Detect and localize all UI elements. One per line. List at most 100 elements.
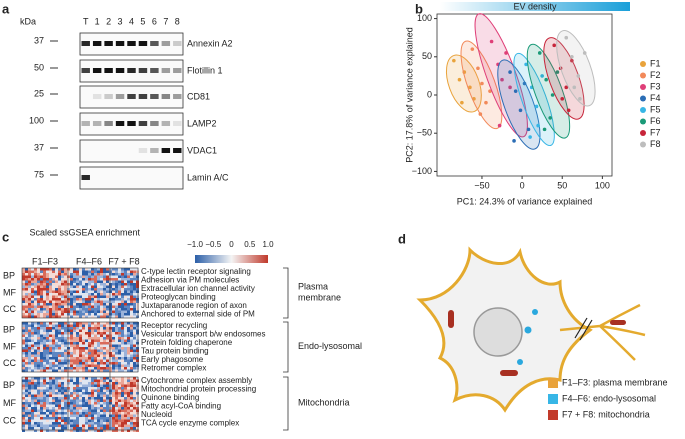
heat-cell xyxy=(43,427,46,430)
heat-cell xyxy=(37,417,40,420)
heat-cell xyxy=(64,359,67,362)
colorbar xyxy=(195,255,268,263)
heat-cell xyxy=(25,334,28,337)
heat-cell xyxy=(58,379,61,382)
heat-cell xyxy=(61,399,64,402)
heat-cell xyxy=(64,364,67,367)
heat-cell xyxy=(91,407,94,410)
heat-cell xyxy=(100,379,103,382)
heat-cell xyxy=(34,290,37,293)
heat-cell xyxy=(124,402,127,405)
heat-cell xyxy=(118,352,121,355)
heat-cell xyxy=(85,329,88,332)
heat-cell xyxy=(115,295,118,298)
heat-cell xyxy=(64,377,67,380)
heat-cell xyxy=(133,308,136,311)
heat-cell xyxy=(28,384,31,387)
heat-cell xyxy=(46,332,49,335)
heat-cell xyxy=(91,295,94,298)
heat-cell xyxy=(124,387,127,390)
heat-cell xyxy=(64,407,67,410)
heat-cell xyxy=(28,402,31,405)
heat-cell xyxy=(64,337,67,340)
heat-cell xyxy=(49,399,52,402)
heat-cell xyxy=(121,305,124,308)
colorbar-label: 1.0 xyxy=(262,240,274,249)
heat-cell xyxy=(61,367,64,370)
heat-cell xyxy=(43,275,46,278)
heat-cell xyxy=(61,424,64,427)
heat-cell xyxy=(34,349,37,352)
heat-cell xyxy=(49,427,52,430)
heat-cell xyxy=(64,303,67,306)
heat-cell xyxy=(46,382,49,385)
heat-cell xyxy=(31,270,34,273)
heat-cell xyxy=(76,359,79,362)
kda-label: kDa xyxy=(20,16,36,26)
heat-cell xyxy=(100,352,103,355)
heat-cell xyxy=(67,303,70,306)
heat-cell xyxy=(46,402,49,405)
heat-cell xyxy=(73,359,76,362)
heat-cell xyxy=(22,377,25,380)
heat-cell xyxy=(82,364,85,367)
heat-cell xyxy=(124,342,127,345)
heat-cell xyxy=(64,392,67,395)
heat-cell xyxy=(22,339,25,342)
heat-cell xyxy=(73,337,76,340)
heat-cell xyxy=(133,354,136,357)
heat-cell xyxy=(31,337,34,340)
heat-cell xyxy=(121,334,124,337)
heat-cell xyxy=(28,354,31,357)
heat-cell xyxy=(67,382,70,385)
heat-cell xyxy=(133,427,136,430)
heat-cell xyxy=(118,327,121,330)
group-label: Plasma membrane xyxy=(298,282,341,303)
heat-cell xyxy=(88,324,91,327)
heat-cell xyxy=(106,379,109,382)
point xyxy=(555,70,560,74)
heat-cell xyxy=(52,293,55,296)
heat-cell xyxy=(88,273,91,276)
heat-cell xyxy=(40,327,43,330)
heat-cell xyxy=(136,270,139,273)
heat-cell xyxy=(109,352,112,355)
heat-cell xyxy=(91,344,94,347)
heat-cell xyxy=(52,283,55,286)
heat-cell xyxy=(28,327,31,330)
heat-cell xyxy=(100,362,103,365)
heat-cell xyxy=(115,308,118,311)
heat-cell xyxy=(97,397,100,400)
point xyxy=(484,100,488,105)
heat-cell xyxy=(34,379,37,382)
heat-cell xyxy=(52,313,55,316)
heat-cell xyxy=(31,308,34,311)
heat-cell xyxy=(34,283,37,286)
heat-cell xyxy=(43,429,46,432)
heat-cell xyxy=(46,298,49,301)
heat-cell xyxy=(94,337,97,340)
heat-cell xyxy=(79,382,82,385)
heat-cell xyxy=(136,275,139,278)
heat-cell xyxy=(49,324,52,327)
heat-cell xyxy=(31,384,34,387)
heat-cell xyxy=(37,278,40,281)
heat-cell xyxy=(85,409,88,412)
heat-cell xyxy=(130,332,133,335)
heat-cell xyxy=(49,424,52,427)
heat-cell xyxy=(28,283,31,286)
heat-cell xyxy=(88,349,91,352)
heat-cell xyxy=(58,352,61,355)
heat-cell xyxy=(112,387,115,390)
heat-cell xyxy=(73,275,76,278)
heat-cell xyxy=(46,322,49,325)
heat-cell xyxy=(121,422,124,425)
heat-cell xyxy=(115,404,118,407)
heat-cell xyxy=(61,394,64,397)
heat-cell xyxy=(100,342,103,345)
heat-cell xyxy=(118,417,121,420)
heat-cell xyxy=(133,417,136,420)
heat-cell xyxy=(103,392,106,395)
heat-cell xyxy=(79,344,82,347)
heat-cell xyxy=(88,382,91,385)
